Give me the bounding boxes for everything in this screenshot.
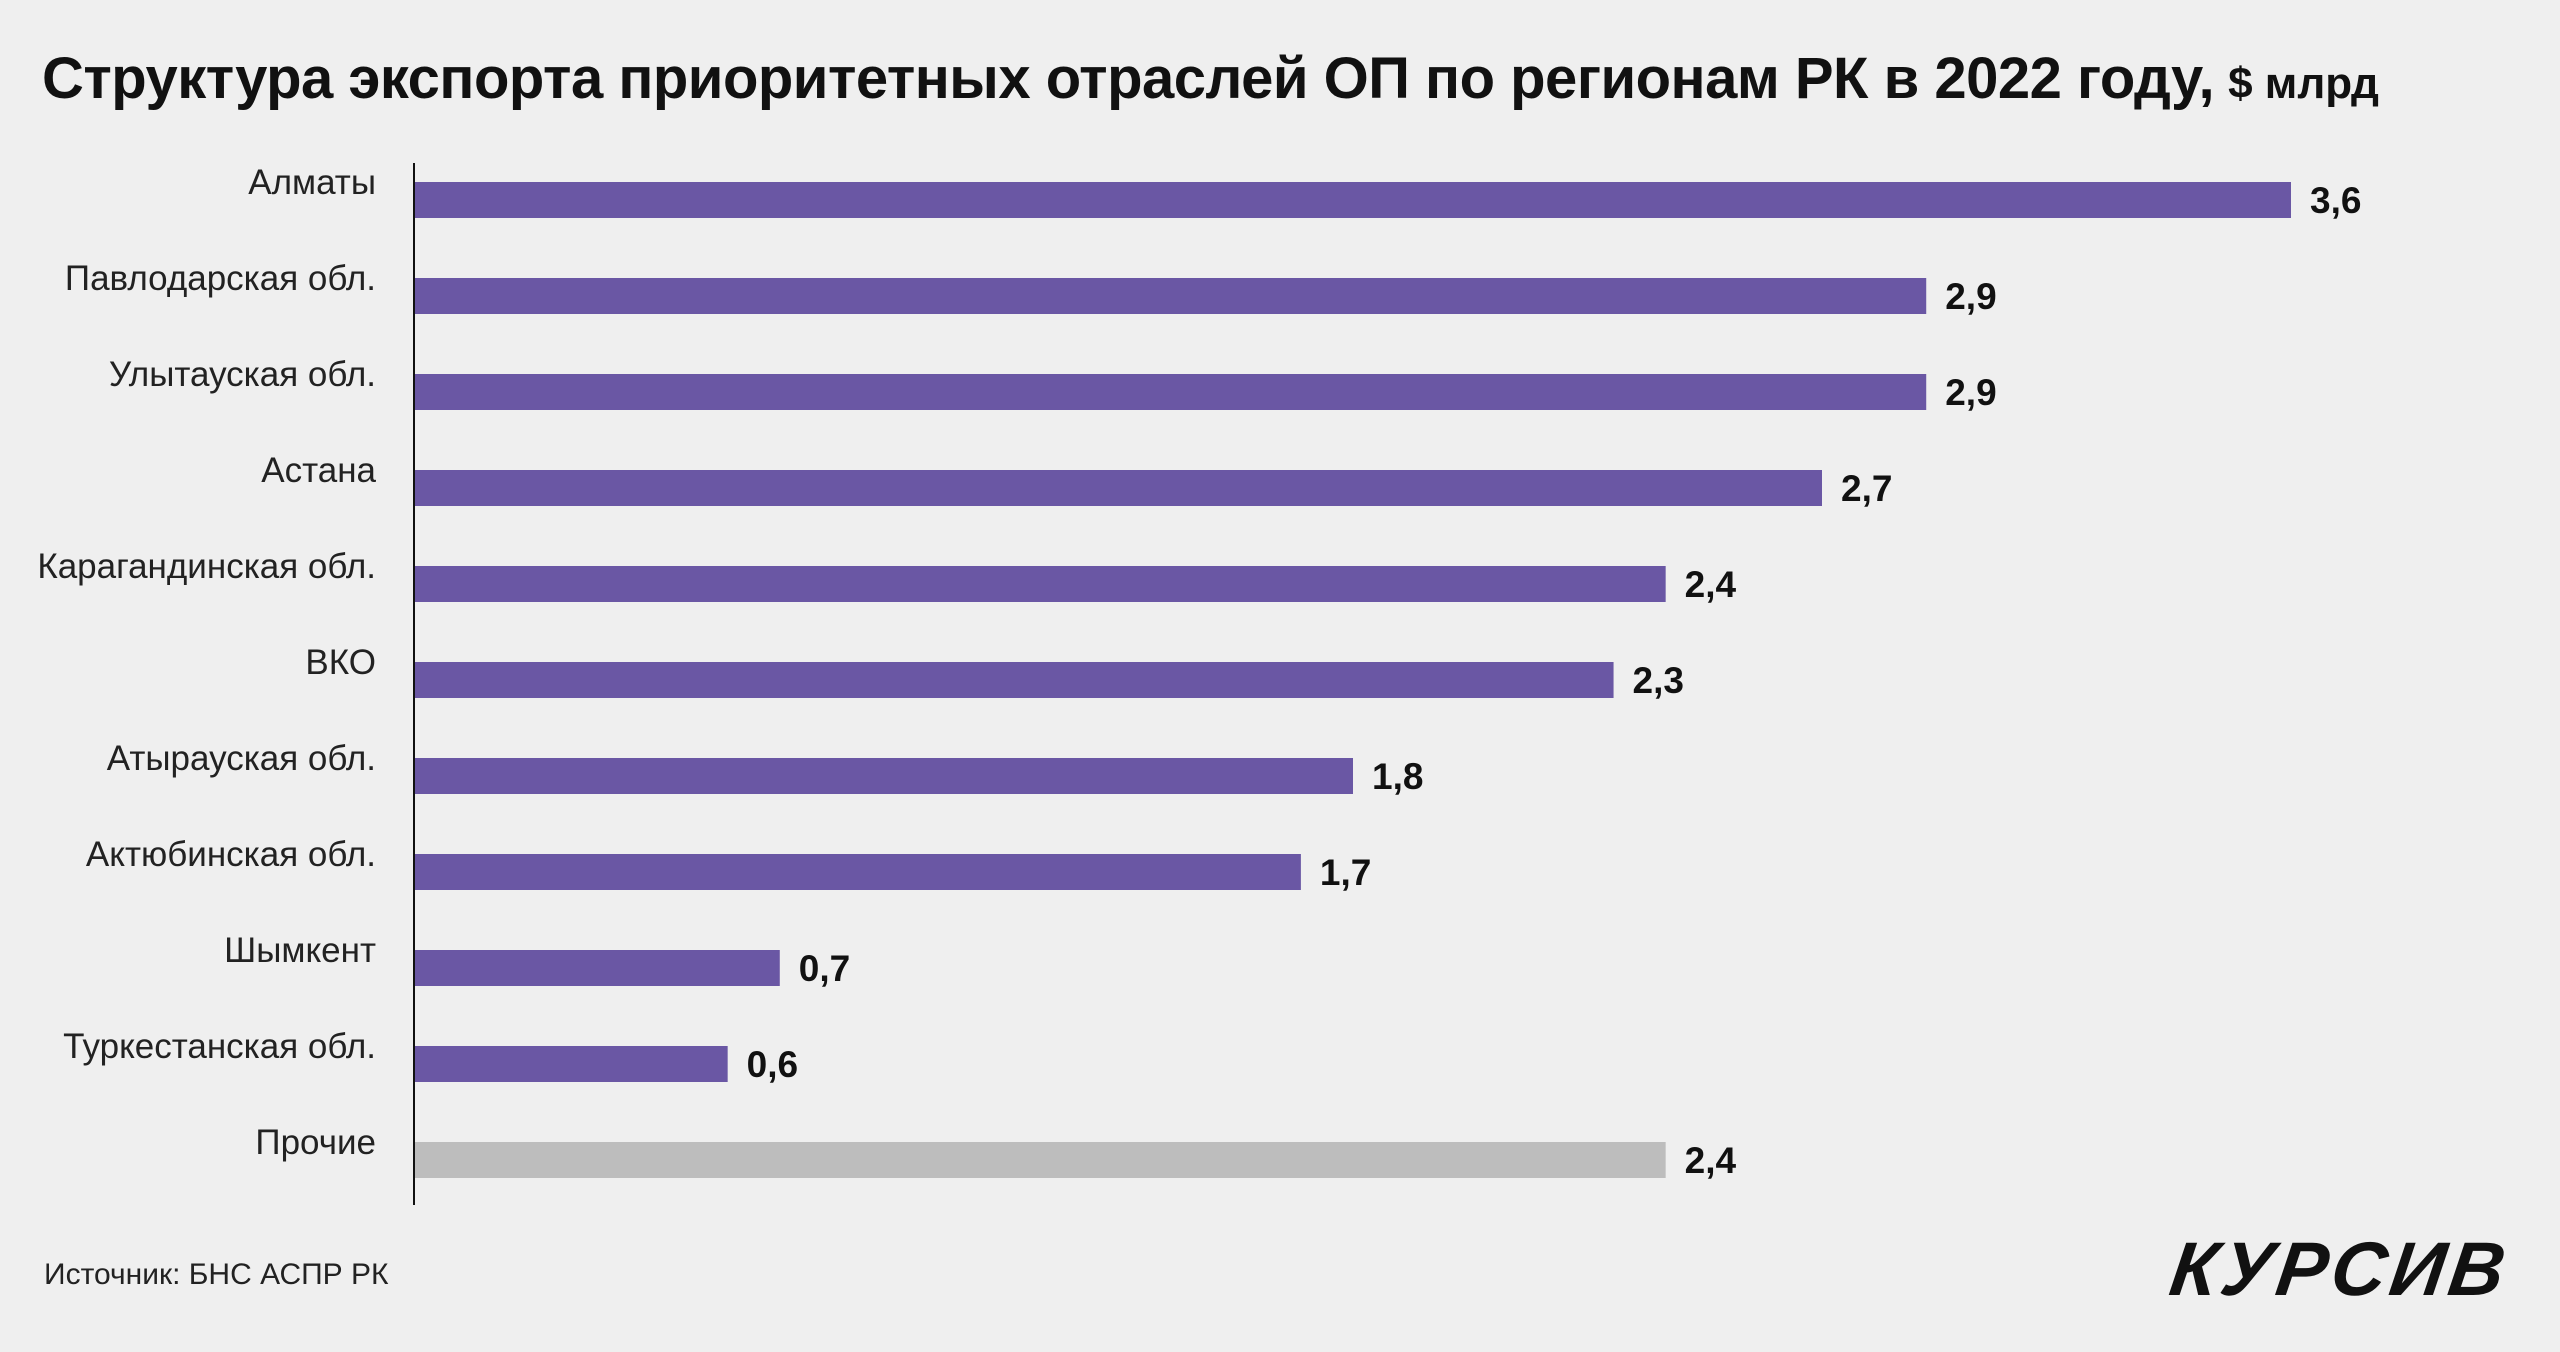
value-label: 2,9: [1945, 372, 1996, 413]
chart-title: Структура экспорта приоритетных отраслей…: [42, 34, 2522, 124]
category-label: Алматы: [248, 163, 376, 202]
chart-title-text: Структура экспорта приоритетных отраслей…: [42, 46, 2215, 111]
value-label: 2,9: [1945, 276, 1996, 317]
value-label: 0,7: [799, 948, 850, 989]
category-label: Шымкент: [224, 931, 376, 970]
category-label: Туркестанская обл.: [63, 1027, 376, 1066]
bar: [415, 1142, 1666, 1178]
value-label: 1,7: [1320, 852, 1371, 893]
category-label: Атырауская обл.: [107, 739, 376, 778]
bar: [415, 566, 1666, 602]
bar: [415, 854, 1301, 890]
value-label: 2,3: [1633, 660, 1684, 701]
bar: [415, 374, 1927, 410]
value-label: 2,4: [1685, 564, 1737, 605]
category-label: Актюбинская обл.: [86, 835, 376, 874]
category-label: Астана: [261, 451, 376, 490]
category-label: ВКО: [305, 643, 376, 682]
category-label: Улытауская обл.: [109, 355, 376, 394]
value-label: 2,7: [1841, 468, 1892, 509]
bar: [415, 662, 1614, 698]
value-label: 2,4: [1685, 1140, 1737, 1181]
bar: [415, 1046, 728, 1082]
bar: [415, 950, 780, 986]
value-label: 3,6: [2310, 180, 2361, 221]
brand-logo: КУРСИВ: [2164, 1227, 2514, 1312]
value-label: 0,6: [747, 1044, 798, 1085]
value-label: 1,8: [1372, 756, 1423, 797]
bar: [415, 278, 1927, 314]
category-label: Карагандинская обл.: [37, 547, 376, 586]
category-label: Прочие: [255, 1123, 376, 1162]
source-note: Источник: БНС АСПР РК: [44, 1258, 389, 1291]
chart-title-unit: $ млрд: [2228, 59, 2379, 108]
bar: [415, 758, 1353, 794]
category-label: Павлодарская обл.: [65, 259, 376, 298]
bar: [415, 470, 1822, 506]
bar: [415, 182, 2291, 218]
